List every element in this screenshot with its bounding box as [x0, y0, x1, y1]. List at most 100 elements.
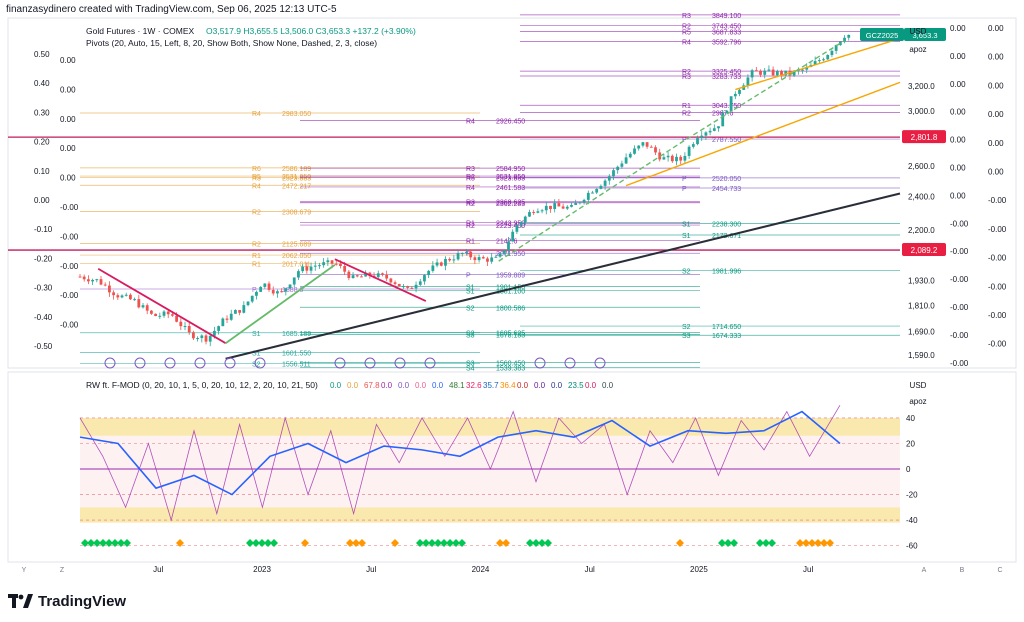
- candle-body: [465, 251, 468, 254]
- inner-axis-label: -0.00: [60, 291, 79, 300]
- extra-axis-label: 0.00: [988, 110, 1004, 119]
- event-marker-icon: [394, 357, 406, 369]
- signal-diamond: [301, 539, 309, 547]
- signal-diamond: [458, 539, 466, 547]
- pivot-value: 1800.586: [496, 305, 525, 312]
- candle-body: [754, 70, 758, 72]
- pivot-label: R4: [252, 183, 261, 190]
- pivot-value: 3283.733: [712, 74, 741, 81]
- osc-value-label: 48.1: [449, 381, 465, 390]
- pivot-value: 2523.883: [496, 175, 525, 182]
- candle-body: [679, 156, 683, 161]
- candle-body: [91, 279, 95, 282]
- pivot-value: 2454.733: [712, 186, 741, 193]
- candle-body: [654, 147, 657, 153]
- event-marker-icon: [254, 357, 266, 369]
- last-price-tag-text: 3,653.3: [912, 31, 937, 40]
- candle-body: [292, 277, 296, 285]
- signal-diamond: [105, 539, 113, 547]
- left-axis-label: 0.20: [34, 138, 50, 147]
- signal-diamond: [264, 539, 272, 547]
- pivot-value: 3043.750: [712, 103, 741, 110]
- extra-axis-label: 0.00: [950, 24, 966, 33]
- pivot-value: 1539.383: [496, 366, 525, 373]
- pivot-value: 2238.300: [712, 222, 741, 229]
- pivot-label: S1: [466, 284, 475, 291]
- axis-layer: USD apoz 3,200.0 3,000.0 2,600.0 2,400.0 2,200…: [22, 24, 1007, 574]
- pivot-label: R4: [466, 185, 475, 192]
- candle-body: [187, 325, 191, 333]
- signal-diamond: [81, 539, 89, 547]
- signal-diamond: [93, 539, 101, 547]
- pivot-label: S1: [682, 233, 691, 240]
- candle-body: [162, 311, 166, 316]
- extra-axis-label: -0.00: [988, 196, 1007, 205]
- event-marker-icon: [534, 357, 546, 369]
- candle-body: [624, 157, 628, 164]
- signal-diamond: [440, 539, 448, 547]
- pivot-label: R5: [466, 175, 475, 182]
- signal-diamond: [502, 539, 510, 547]
- candle-body: [822, 59, 825, 61]
- pivot-value: 1901.150: [496, 284, 525, 291]
- candle-body: [733, 93, 737, 97]
- pivot-label: S1: [466, 288, 475, 295]
- candle-body: [708, 130, 712, 133]
- candle-body: [221, 318, 225, 327]
- price-currency-label: USD: [910, 27, 927, 36]
- candle-body: [133, 299, 137, 301]
- extra-axis-label: -0.00: [988, 340, 1007, 349]
- candle-body: [498, 253, 502, 257]
- candle-body: [225, 318, 229, 320]
- pivot-value: 2461.583: [496, 185, 525, 192]
- candle-body: [246, 301, 250, 306]
- extra-axis-label: -0.00: [950, 359, 969, 368]
- candle-body: [586, 192, 590, 200]
- candle-body: [759, 70, 762, 75]
- candle-body: [183, 325, 187, 327]
- candle-body: [145, 305, 149, 311]
- candle-body: [687, 146, 691, 156]
- candle-body: [154, 313, 158, 317]
- candle-body: [431, 265, 435, 271]
- osc-value-label: 0.0: [585, 381, 597, 390]
- candle-body: [305, 266, 309, 271]
- pivot-label: R3: [682, 74, 691, 81]
- support-trendline: [735, 37, 901, 91]
- ohlc-values: O3,517.9 H3,655.5 L3,506.0 C3,653.3 +137…: [206, 26, 416, 36]
- candle-body: [591, 192, 594, 194]
- extra-axis-label: 0.00: [950, 164, 966, 173]
- candle-body: [276, 291, 279, 294]
- osc-tick-label: -40: [906, 516, 918, 525]
- candle-body: [515, 225, 519, 232]
- pivot-label: R2: [682, 110, 691, 117]
- extra-axis-label: 0.00: [988, 53, 1004, 62]
- scale-control-button: Y: [22, 567, 27, 574]
- candle-body: [326, 260, 330, 263]
- pivot-label: S4: [466, 366, 475, 373]
- signal-diamond: [544, 539, 552, 547]
- price-tick-label: 3,200.0: [908, 82, 935, 91]
- pivot-value: 2983.050: [282, 111, 311, 118]
- left-axis-label: -0.40: [34, 313, 53, 322]
- pivot-label: R3: [252, 175, 261, 182]
- candle-body: [213, 330, 216, 336]
- candle-body: [150, 310, 153, 314]
- pivot-label: R1: [252, 253, 261, 260]
- pivots-indicator-label[interactable]: Pivots (20, Auto, 15, Left, 8, 20, Show …: [86, 38, 377, 48]
- osc-value-label: 0.0: [432, 381, 444, 390]
- candle-body: [368, 272, 372, 276]
- osc-tick-label: -20: [906, 491, 918, 500]
- candle-body: [166, 311, 170, 315]
- candle-body: [460, 253, 464, 255]
- pivot-label: R1: [252, 262, 261, 269]
- candle-body: [196, 338, 200, 340]
- inner-axis-label: -0.00: [60, 321, 79, 330]
- candle-body: [746, 77, 750, 86]
- oscillator-label[interactable]: RW ft. F-MOD (0, 20, 10, 1, 5, 0, 20, 10…: [86, 380, 318, 390]
- candle-body: [502, 250, 506, 254]
- pivot-value: 2125.689: [282, 241, 311, 248]
- price-tick-label: 2,400.0: [908, 193, 935, 202]
- signal-diamond: [117, 539, 125, 547]
